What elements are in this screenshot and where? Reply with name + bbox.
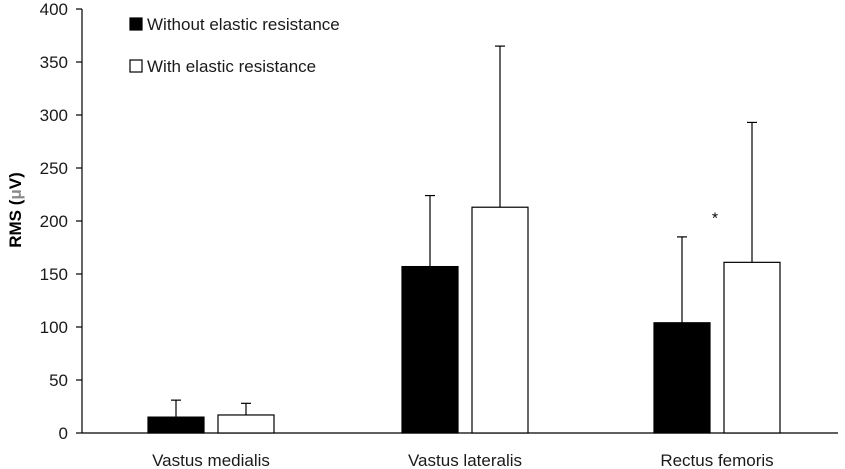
x-category-label: Vastus medialis bbox=[152, 451, 270, 469]
y-axis-label-suffix: V) bbox=[6, 172, 25, 189]
y-tick-label: 250 bbox=[40, 159, 68, 178]
x-category-label: Vastus lateralis bbox=[408, 451, 522, 469]
y-tick-label: 0 bbox=[59, 424, 68, 443]
legend-swatch-with-elastic bbox=[129, 59, 143, 73]
bar-without-elastic bbox=[401, 265, 459, 434]
legend-swatch-without-elastic bbox=[129, 17, 143, 31]
legend-label-with-elastic: With elastic resistance bbox=[147, 57, 316, 76]
y-tick-label: 300 bbox=[40, 106, 68, 125]
y-tick-label: 50 bbox=[49, 371, 68, 390]
y-tick-label: 400 bbox=[40, 0, 68, 19]
y-axis-label-unit-symbol: μ bbox=[6, 189, 25, 199]
bar-with-elastic bbox=[471, 206, 529, 434]
significance-asterisk: * bbox=[712, 211, 718, 228]
annotations: * bbox=[712, 211, 718, 228]
bar-without-elastic bbox=[653, 322, 711, 434]
bar-without-elastic bbox=[147, 416, 205, 434]
y-axis-label-prefix: RMS ( bbox=[6, 199, 25, 248]
y-tick-label: 350 bbox=[40, 53, 68, 72]
category-labels: Vastus medialis Vastus lateralis Rectus fe… bbox=[152, 451, 774, 469]
y-ticks: 0 50 100 150 200 250 300 350 400 bbox=[40, 0, 82, 443]
bars bbox=[147, 45, 781, 434]
bar-with-elastic bbox=[217, 414, 275, 434]
bar-with-elastic bbox=[723, 261, 781, 434]
x-category-label: Rectus femoris bbox=[660, 451, 773, 469]
y-tick-label: 100 bbox=[40, 318, 68, 337]
y-tick-label: 200 bbox=[40, 212, 68, 231]
legend-label-without-elastic: Without elastic resistance bbox=[147, 15, 340, 34]
legend: Without elastic resistance With elastic r… bbox=[129, 15, 340, 76]
y-tick-label: 150 bbox=[40, 265, 68, 284]
y-axis-label: RMS (μV) bbox=[6, 172, 25, 248]
